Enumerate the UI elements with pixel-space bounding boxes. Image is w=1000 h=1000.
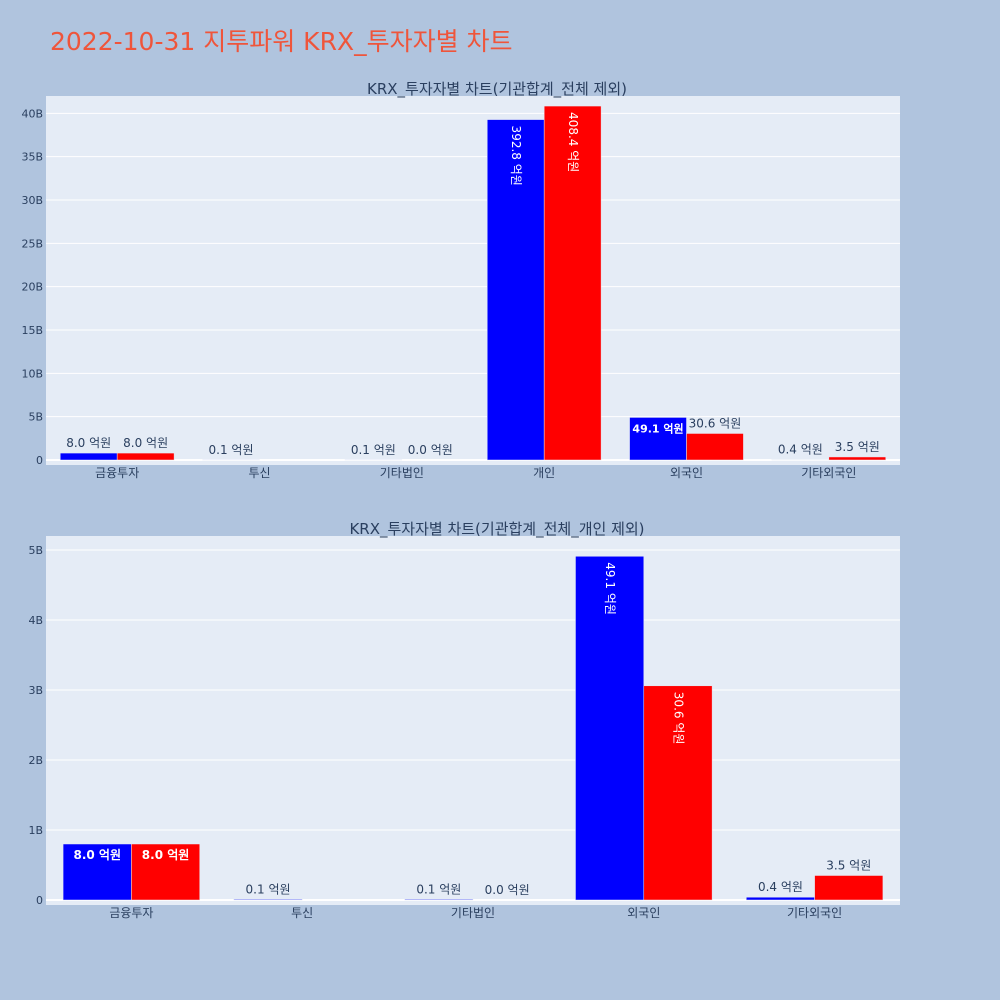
data-label: 49.1 억원 bbox=[603, 562, 617, 615]
x-tick-label: 기타법인 bbox=[380, 466, 424, 480]
bar bbox=[814, 875, 884, 901]
y-tick-label: 40B bbox=[21, 107, 43, 120]
chart-top: KRX_투자자별 차트(기관합계_전체 제외) 0 5B 10B 15B 20B 25B 30… bbox=[21, 80, 900, 480]
data-label: 0.0 억원 bbox=[485, 883, 530, 897]
bar bbox=[746, 896, 815, 901]
bar bbox=[59, 452, 118, 461]
bar bbox=[116, 452, 175, 461]
bar bbox=[686, 433, 744, 461]
bar bbox=[486, 119, 545, 461]
chart-title: KRX_투자자별 차트(기관합계_전체_개인 제외) bbox=[349, 520, 644, 539]
data-label: 0.1 억원 bbox=[416, 882, 461, 896]
data-label: 8.0 억원 bbox=[142, 848, 190, 862]
data-label: 0.0 억원 bbox=[408, 443, 453, 457]
y-tick-label: 15B bbox=[21, 324, 43, 337]
bar bbox=[629, 417, 687, 461]
data-label: 0.1 억원 bbox=[209, 443, 254, 457]
data-label: 30.6 억원 bbox=[671, 692, 685, 745]
x-tick-label: 기타외국인 bbox=[801, 466, 856, 480]
data-label: 392.8 억원 bbox=[509, 126, 523, 186]
data-label: 0.4 억원 bbox=[778, 443, 823, 457]
y-tick-label: 25B bbox=[21, 237, 43, 250]
chart-bottom: KRX_투자자별 차트(기관합계_전체_개인 제외) 0 1B 2B 3B 4B 5B 금융투… bbox=[28, 520, 900, 920]
x-tick-label: 외국인 bbox=[670, 466, 703, 480]
x-tick-label: 기타외국인 bbox=[787, 906, 842, 920]
y-tick-label: 0 bbox=[36, 894, 43, 907]
y-tick-label: 0 bbox=[36, 454, 43, 467]
x-tick-label: 외국인 bbox=[627, 906, 660, 920]
bar bbox=[543, 105, 602, 461]
bar bbox=[575, 556, 645, 901]
plot-area bbox=[46, 536, 900, 905]
y-tick-label: 5B bbox=[28, 411, 43, 424]
y-tick-label: 35B bbox=[21, 151, 43, 164]
bar bbox=[643, 685, 713, 901]
x-tick-label: 기타법인 bbox=[451, 906, 495, 920]
bar bbox=[131, 843, 200, 901]
bar bbox=[233, 899, 303, 901]
data-label: 8.0 억원 bbox=[123, 436, 168, 450]
bar bbox=[828, 456, 887, 461]
bar bbox=[404, 899, 474, 901]
x-tick-label: 투신 bbox=[248, 466, 270, 480]
data-label: 3.5 억원 bbox=[826, 859, 871, 873]
y-tick-label: 4B bbox=[28, 614, 43, 627]
data-label: 0.1 억원 bbox=[351, 443, 396, 457]
x-tick-label: 금융투자 bbox=[95, 466, 139, 480]
y-tick-label: 20B bbox=[21, 281, 43, 294]
x-tick-label: 개인 bbox=[533, 466, 555, 480]
data-label: 8.0 억원 bbox=[73, 848, 121, 862]
y-tick-label: 5B bbox=[28, 544, 43, 557]
data-label: 3.5 억원 bbox=[835, 440, 880, 454]
y-tick-label: 3B bbox=[28, 684, 43, 697]
y-tick-label: 10B bbox=[21, 367, 43, 380]
x-tick-label: 투신 bbox=[291, 906, 313, 920]
data-label: 8.0 억원 bbox=[66, 436, 111, 450]
page-title: 2022-10-31 지투파워 KRX_투자자별 차트 bbox=[50, 27, 513, 56]
data-label: 0.1 억원 bbox=[246, 882, 291, 896]
data-label: 0.4 억원 bbox=[758, 880, 803, 894]
chart-title: KRX_투자자별 차트(기관합계_전체 제외) bbox=[367, 80, 627, 99]
y-tick-label: 30B bbox=[21, 194, 43, 207]
data-label: 49.1 억원 bbox=[632, 421, 683, 435]
x-tick-label: 금융투자 bbox=[109, 906, 153, 920]
data-label: 30.6 억원 bbox=[689, 416, 742, 430]
y-tick-label: 1B bbox=[28, 824, 43, 837]
y-tick-label: 2B bbox=[28, 754, 43, 767]
data-label: 408.4 억원 bbox=[566, 112, 580, 172]
bar bbox=[62, 843, 132, 901]
plot-area bbox=[46, 96, 900, 465]
